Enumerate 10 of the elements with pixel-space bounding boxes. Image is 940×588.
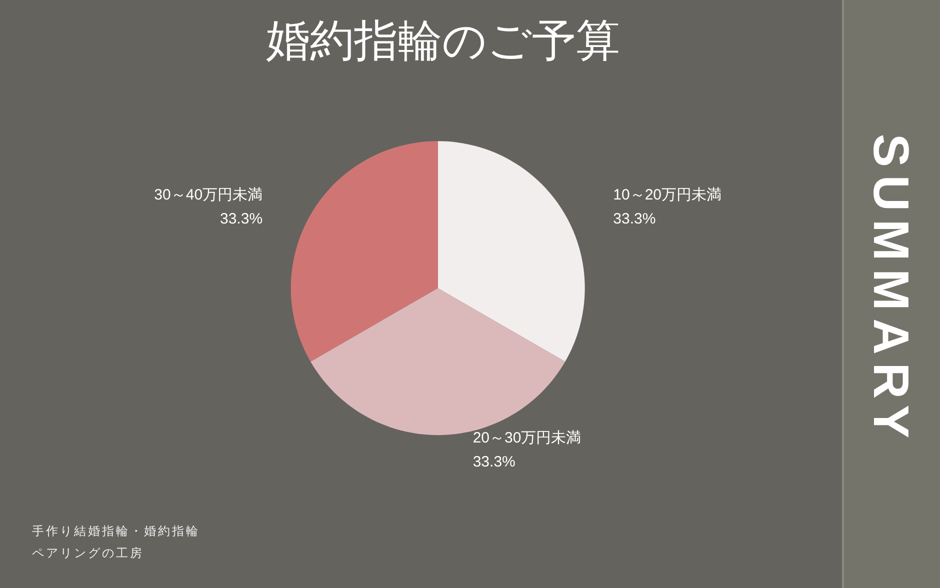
slice-label: 30～40万円未満 — [154, 186, 263, 204]
data-label: 33.3% — [472, 454, 516, 471]
data-label: 33.3% — [613, 210, 656, 228]
text: 手作り結婚指輪・婚約指輪 — [32, 523, 200, 540]
data-label: 33.3% — [220, 210, 263, 228]
slice-label: 20～30万円未満 — [472, 430, 582, 447]
text: SUMMARY — [862, 134, 920, 446]
text: ペアリングの工房 — [32, 545, 144, 562]
chart-title: 婚約指輪のご予算 — [266, 16, 620, 66]
slice-label: 10～20万円未満 — [613, 186, 722, 204]
